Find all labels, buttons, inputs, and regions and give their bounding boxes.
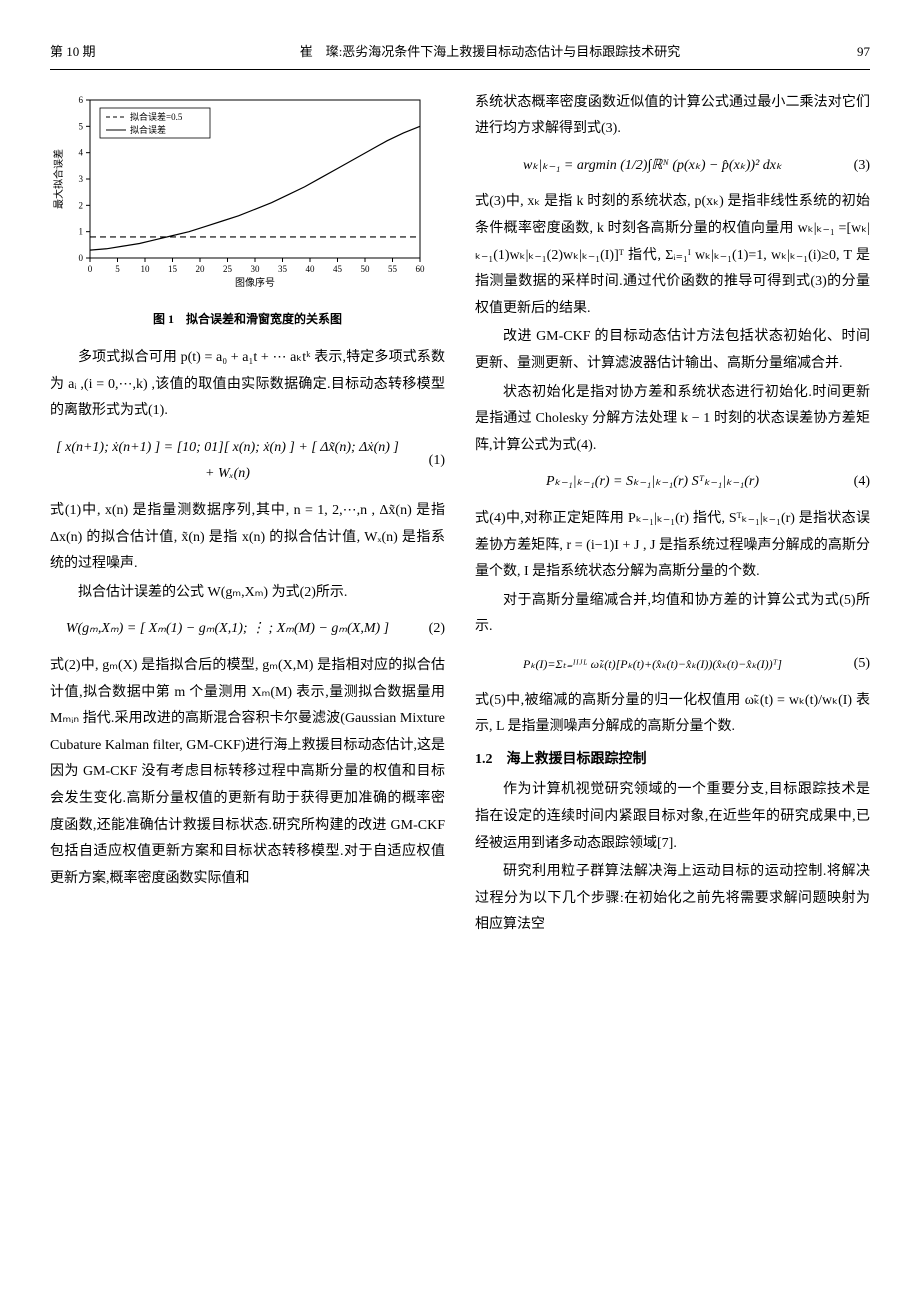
equation-1: [ x(n+1); ẋ(n+1) ] = [10; 01][ x(n); ẋ(n… — [50, 435, 445, 488]
svg-text:35: 35 — [278, 264, 288, 274]
para-eq5-desc: 式(5)中,被缩减的高斯分量的归一化权值用 ω̃ₖ(t) = wₖ(t)/wₖ(… — [475, 688, 870, 741]
para-pso-intro: 研究利用粒子群算法解决海上运动目标的运动控制.将解决过程分为以下几个步骤:在初始… — [475, 859, 870, 939]
svg-text:15: 15 — [168, 264, 178, 274]
svg-text:60: 60 — [416, 264, 426, 274]
svg-text:55: 55 — [388, 264, 398, 274]
svg-text:10: 10 — [141, 264, 151, 274]
page-header: 第 10 期 崔 璨:恶劣海况条件下海上救援目标动态估计与目标跟踪技术研究 97 — [50, 40, 870, 70]
para-gmckf-steps: 改进 GM-CKF 的目标动态估计方法包括状态初始化、时间更新、量测更新、计算滤… — [475, 324, 870, 377]
para-polyfit-intro: 多项式拟合可用 p(t) = a₀ + a₁t + ⋯ aₖtᵏ 表示,特定多项… — [50, 345, 445, 425]
svg-text:5: 5 — [115, 264, 120, 274]
running-title: 崔 璨:恶劣海况条件下海上救援目标动态估计与目标跟踪技术研究 — [170, 40, 810, 65]
svg-text:25: 25 — [223, 264, 233, 274]
equation-4-number: (4) — [830, 469, 870, 496]
para-tracking-intro: 作为计算机视觉研究领域的一个重要分支,目标跟踪技术是指在设定的连续时间内紧跟目标… — [475, 777, 870, 857]
equation-1-number: (1) — [405, 448, 445, 475]
para-eq4-desc: 式(4)中,对称正定矩阵用 Pₖ₋₁|ₖ₋₁(r) 指代, Sᵀₖ₋₁|ₖ₋₁(… — [475, 506, 870, 586]
para-state-init: 状态初始化是指对协方差和系统状态进行初始化.时间更新是指通过 Cholesky … — [475, 380, 870, 460]
svg-text:3: 3 — [79, 174, 84, 184]
equation-5: Pₖ(I)=Σₜ₌ᴵᴵᴶᴸ ω̃ₖ(t)[Pₖ(t)+(x̂ₖ(t)−x̂ₖ(I… — [475, 651, 870, 678]
svg-text:最大拟合误差: 最大拟合误差 — [52, 149, 65, 209]
equation-1-body: [ x(n+1); ẋ(n+1) ] = [10; 01][ x(n); ẋ(n… — [50, 435, 405, 488]
equation-2-number: (2) — [405, 616, 445, 643]
equation-3-number: (3) — [830, 153, 870, 180]
para-eq3-desc: 式(3)中, xₖ 是指 k 时刻的系统状态, p(xₖ) 是指非线性系统的初始… — [475, 189, 870, 322]
para-eq1-desc: 式(1)中, x(n) 是指量测数据序列,其中, n = 1, 2,⋯,n , … — [50, 498, 445, 578]
svg-text:0: 0 — [79, 253, 84, 263]
equation-3-body: wₖ|ₖ₋₁ = argmin (1/2)∫ℝᴺ (p(xₖ) − p̂(xₖ)… — [475, 153, 830, 180]
svg-text:4: 4 — [79, 147, 84, 157]
svg-text:40: 40 — [306, 264, 316, 274]
equation-4-body: Pₖ₋₁|ₖ₋₁(r) = Sₖ₋₁|ₖ₋₁(r) Sᵀₖ₋₁|ₖ₋₁(r) — [475, 469, 830, 496]
svg-text:2: 2 — [79, 200, 84, 210]
svg-text:45: 45 — [333, 264, 343, 274]
equation-2-body: W(gₘ,Xₘ) = [ Xₘ(1) − gₘ(X,1); ⋮ ; Xₘ(M) … — [50, 616, 405, 643]
figure-1-chart: 0510152025303540455055600123456图像序号最大拟合误… — [50, 90, 445, 301]
right-column: 系统状态概率密度函数近似值的计算公式通过最小二乘法对它们进行均方求解得到式(3)… — [475, 90, 870, 941]
section-1-2-title: 1.2 海上救援目标跟踪控制 — [475, 747, 870, 774]
svg-text:6: 6 — [79, 95, 84, 105]
equation-4: Pₖ₋₁|ₖ₋₁(r) = Sₖ₋₁|ₖ₋₁(r) Sᵀₖ₋₁|ₖ₋₁(r) (… — [475, 469, 870, 496]
svg-text:拟合误差=0.5: 拟合误差=0.5 — [130, 111, 183, 122]
svg-text:50: 50 — [361, 264, 371, 274]
para-fiterr-intro: 拟合估计误差的公式 W(gₘ,Xₘ) 为式(2)所示. — [50, 580, 445, 607]
para-eq2-desc: 式(2)中, gₘ(X) 是指拟合后的模型, gₘ(X,M) 是指相对应的拟合估… — [50, 653, 445, 892]
para-pdf-intro: 系统状态概率密度函数近似值的计算公式通过最小二乘法对它们进行均方求解得到式(3)… — [475, 90, 870, 143]
left-column: 0510152025303540455055600123456图像序号最大拟合误… — [50, 90, 445, 941]
svg-text:30: 30 — [251, 264, 261, 274]
equation-3: wₖ|ₖ₋₁ = argmin (1/2)∫ℝᴺ (p(xₖ) − p̂(xₖ)… — [475, 153, 870, 180]
page-content: 0510152025303540455055600123456图像序号最大拟合误… — [50, 90, 870, 941]
issue-number: 第 10 期 — [50, 40, 170, 65]
line-chart-svg: 0510152025303540455055600123456图像序号最大拟合误… — [50, 90, 430, 290]
svg-text:1: 1 — [79, 226, 84, 236]
equation-5-number: (5) — [830, 651, 870, 678]
svg-text:拟合误差: 拟合误差 — [130, 124, 166, 135]
equation-2: W(gₘ,Xₘ) = [ Xₘ(1) − gₘ(X,1); ⋮ ; Xₘ(M) … — [50, 616, 445, 643]
equation-5-body: Pₖ(I)=Σₜ₌ᴵᴵᴶᴸ ω̃ₖ(t)[Pₖ(t)+(x̂ₖ(t)−x̂ₖ(I… — [475, 653, 830, 676]
figure-1-caption: 图 1 拟合误差和滑窗宽度的关系图 — [50, 308, 445, 331]
svg-text:图像序号: 图像序号 — [235, 276, 275, 289]
page-number: 97 — [810, 40, 870, 65]
para-merge-intro: 对于高斯分量缩减合并,均值和协方差的计算公式为式(5)所示. — [475, 588, 870, 641]
svg-text:0: 0 — [88, 264, 93, 274]
svg-text:20: 20 — [196, 264, 206, 274]
svg-text:5: 5 — [79, 121, 84, 131]
